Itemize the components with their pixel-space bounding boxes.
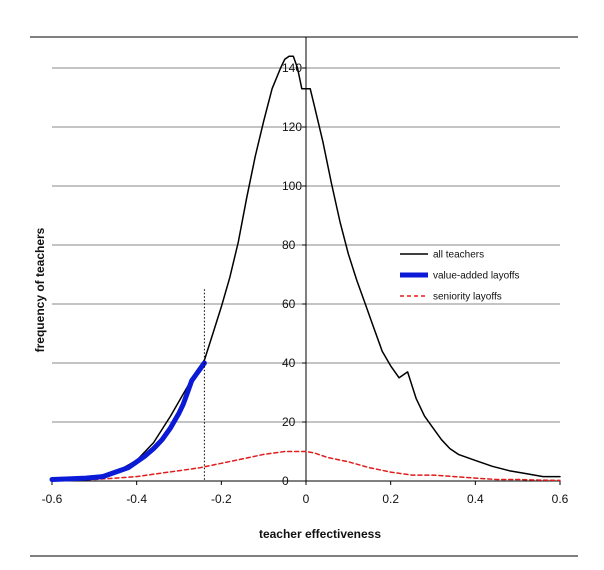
x-tick-labels: -0.6 -0.4 -0.2 0 0.2 0.4 0.6: [42, 492, 569, 506]
x-tick-label-2: -0.2: [211, 492, 232, 506]
x-tick-label-1: -0.4: [126, 492, 147, 506]
x-axis-title: teacher effectiveness: [259, 527, 381, 541]
y-tick-label-6: 120: [282, 120, 302, 134]
x-tick-label-3: 0: [303, 492, 310, 506]
y-tick-label-3: 60: [282, 297, 296, 311]
series-line-1: [49, 360, 207, 482]
y-tick-labels: 0 20 40 60 80 100 120 140: [282, 61, 302, 488]
x-tick-label-6: 0.6: [552, 492, 569, 506]
x-tick-label-4: 0.2: [382, 492, 399, 506]
legend-label-2: seniority layoffs: [433, 292, 502, 303]
x-tick-label-5: 0.4: [467, 492, 484, 506]
y-axis-title: frequency of teachers: [33, 227, 47, 352]
axes: [51, 37, 561, 485]
legend: all teachers value-added layoffs seniority…: [400, 250, 520, 303]
x-tick-label-0: -0.6: [42, 492, 63, 506]
y-tick-label-7: 140: [282, 61, 302, 75]
series-lines: [49, 55, 561, 482]
y-tick-label-2: 40: [282, 356, 296, 370]
y-tick-label-5: 100: [282, 179, 302, 193]
y-tick-label-0: 0: [282, 474, 289, 488]
series-line-2: [51, 450, 561, 482]
legend-label-1: value-added layoffs: [433, 271, 520, 282]
y-tick-label-4: 80: [282, 238, 296, 252]
legend-label-0: all teachers: [433, 250, 484, 261]
y-tick-label-1: 20: [282, 415, 296, 429]
